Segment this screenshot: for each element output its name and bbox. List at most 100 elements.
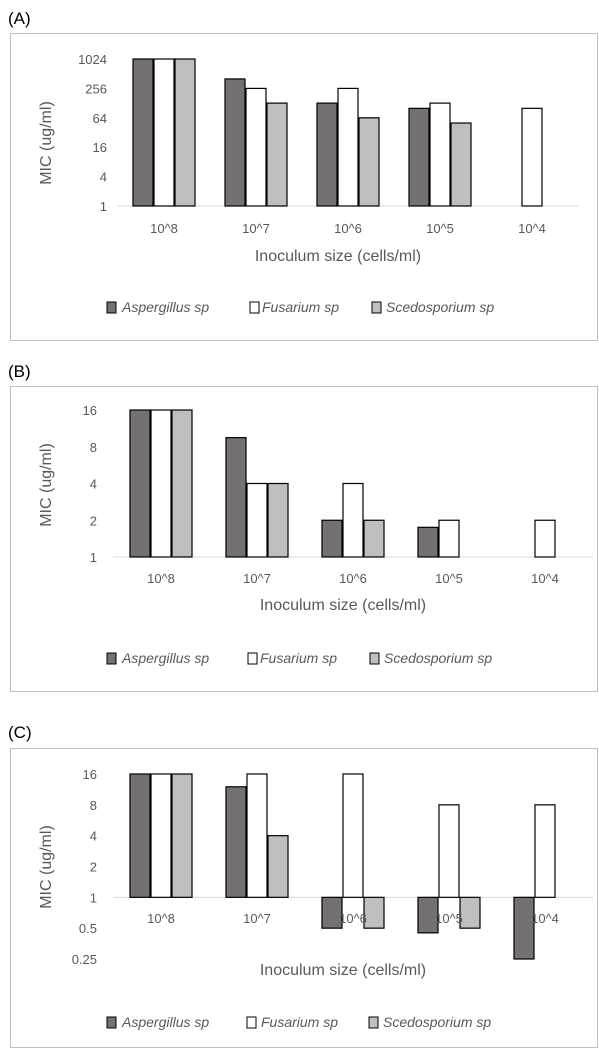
y-tick-label: 256 <box>85 81 107 96</box>
chart-c: 0.25 0.5 1 2 4 8 16 10^8 10^7 10^6 10^5 10^4 Inoculu… <box>38 767 593 1030</box>
legend-swatch <box>369 652 380 665</box>
bar <box>438 519 460 558</box>
bar <box>363 896 385 929</box>
x-tick-label: 10^6 <box>339 571 367 586</box>
legend: Aspergillus sp Fusarium sp Scedosporium sp <box>106 1014 491 1030</box>
legend-swatch <box>106 1016 117 1029</box>
bar <box>129 773 151 898</box>
bar <box>342 773 364 898</box>
x-tick-label: 10^8 <box>147 571 175 586</box>
legend-label: Aspergillus sp <box>121 1014 209 1030</box>
bar <box>450 122 472 207</box>
bar <box>246 482 268 558</box>
bar <box>408 107 430 207</box>
x-tick-label: 10^4 <box>531 911 559 926</box>
chart-b: 1 2 4 8 16 10^8 10^7 10^6 10^5 10^4 Inoculum size … <box>38 403 593 666</box>
bar <box>316 102 338 207</box>
legend-label: Aspergillus sp <box>121 650 209 666</box>
legend-label: Scedosporium sp <box>384 650 492 666</box>
legend-swatch <box>371 301 382 314</box>
x-tick-label: 10^7 <box>243 911 271 926</box>
legend-label: Aspergillus sp <box>121 299 209 315</box>
bar <box>171 409 193 558</box>
y-tick-label: 2 <box>90 513 97 528</box>
y-tick-label: 16 <box>83 767 97 782</box>
x-tick-label: 10^5 <box>435 571 463 586</box>
y-axis-title: MIC (ug/ml) <box>38 825 55 909</box>
x-axis-title: Inoculum size (cells/ml) <box>260 597 426 614</box>
legend-swatch <box>368 1016 379 1029</box>
y-axis-title: MIC (ug/ml) <box>38 443 55 527</box>
x-tick-label: 10^4 <box>531 571 559 586</box>
x-tick-label: 10^5 <box>426 221 454 236</box>
bar <box>358 117 380 207</box>
legend-label: Fusarium sp <box>262 299 339 315</box>
bar <box>363 519 385 558</box>
bar <box>132 58 154 207</box>
bar <box>225 437 247 558</box>
bar <box>267 835 289 898</box>
y-tick-label: 4 <box>100 170 107 185</box>
y-tick-label: 16 <box>83 403 97 418</box>
bar <box>534 519 556 558</box>
y-tick-label: 64 <box>93 111 107 126</box>
bar <box>521 107 543 207</box>
bar <box>129 409 151 558</box>
legend-swatch <box>249 301 260 314</box>
x-axis-title: Inoculum size (cells/ml) <box>255 248 421 265</box>
legend-label: Fusarium sp <box>261 1014 338 1030</box>
x-tick-label: 10^6 <box>334 221 362 236</box>
bar <box>150 773 172 898</box>
bar <box>417 896 439 934</box>
y-tick-label: 1 <box>90 550 97 565</box>
bar <box>337 87 359 207</box>
y-tick-label: 1 <box>90 890 97 905</box>
bar <box>171 773 193 898</box>
legend: Aspergillus sp Fusarium sp Scedosporium sp <box>106 650 492 666</box>
x-tick-label: 10^8 <box>150 221 178 236</box>
x-tick-label: 10^8 <box>147 911 175 926</box>
bar <box>266 102 288 207</box>
y-tick-label: 1 <box>100 199 107 214</box>
legend-label: Scedosporium sp <box>383 1014 491 1030</box>
bar <box>513 896 535 960</box>
y-tick-label: 8 <box>90 440 97 455</box>
bar <box>245 87 267 207</box>
chart-frame-b <box>10 386 598 692</box>
x-axis-title: Inoculum size (cells/ml) <box>260 962 426 979</box>
chart-a: 1 4 16 64 256 1024 10^8 10^7 10^6 10^5 10^4 Inoculu… <box>38 52 578 315</box>
legend-swatch <box>106 652 117 665</box>
bar <box>321 896 343 929</box>
x-tick-label: 10^4 <box>518 221 546 236</box>
bar <box>174 58 196 207</box>
panel-label-a: (A) <box>8 9 31 28</box>
y-axis-title: MIC (ug/ml) <box>38 101 55 185</box>
bar <box>150 409 172 558</box>
bar <box>438 804 460 898</box>
bar <box>224 78 246 207</box>
legend-swatch <box>106 301 117 314</box>
bar <box>321 519 343 558</box>
bar <box>417 526 439 558</box>
bar <box>342 482 364 558</box>
y-tick-label: 0.5 <box>79 921 97 936</box>
bar <box>153 58 175 207</box>
legend-swatch <box>246 1016 257 1029</box>
y-tick-label: 4 <box>90 829 97 844</box>
x-tick-label: 10^6 <box>339 911 367 926</box>
x-tick-label: 10^7 <box>243 571 271 586</box>
y-tick-label: 2 <box>90 860 97 875</box>
x-tick-label: 10^5 <box>435 911 463 926</box>
y-tick-label: 1024 <box>78 52 107 67</box>
x-tick-label: 10^7 <box>242 221 270 236</box>
chart-frame-c <box>10 748 598 1048</box>
panel-label-c: (C) <box>8 723 32 742</box>
bar <box>459 896 481 929</box>
legend: Aspergillus sp Fusarium sp Scedosporium sp <box>106 299 494 315</box>
panel-label-b: (B) <box>8 362 31 381</box>
bar <box>225 786 247 898</box>
chart-frame-a <box>10 33 598 341</box>
legend-swatch <box>247 652 258 665</box>
y-tick-label: 0.25 <box>72 952 97 967</box>
